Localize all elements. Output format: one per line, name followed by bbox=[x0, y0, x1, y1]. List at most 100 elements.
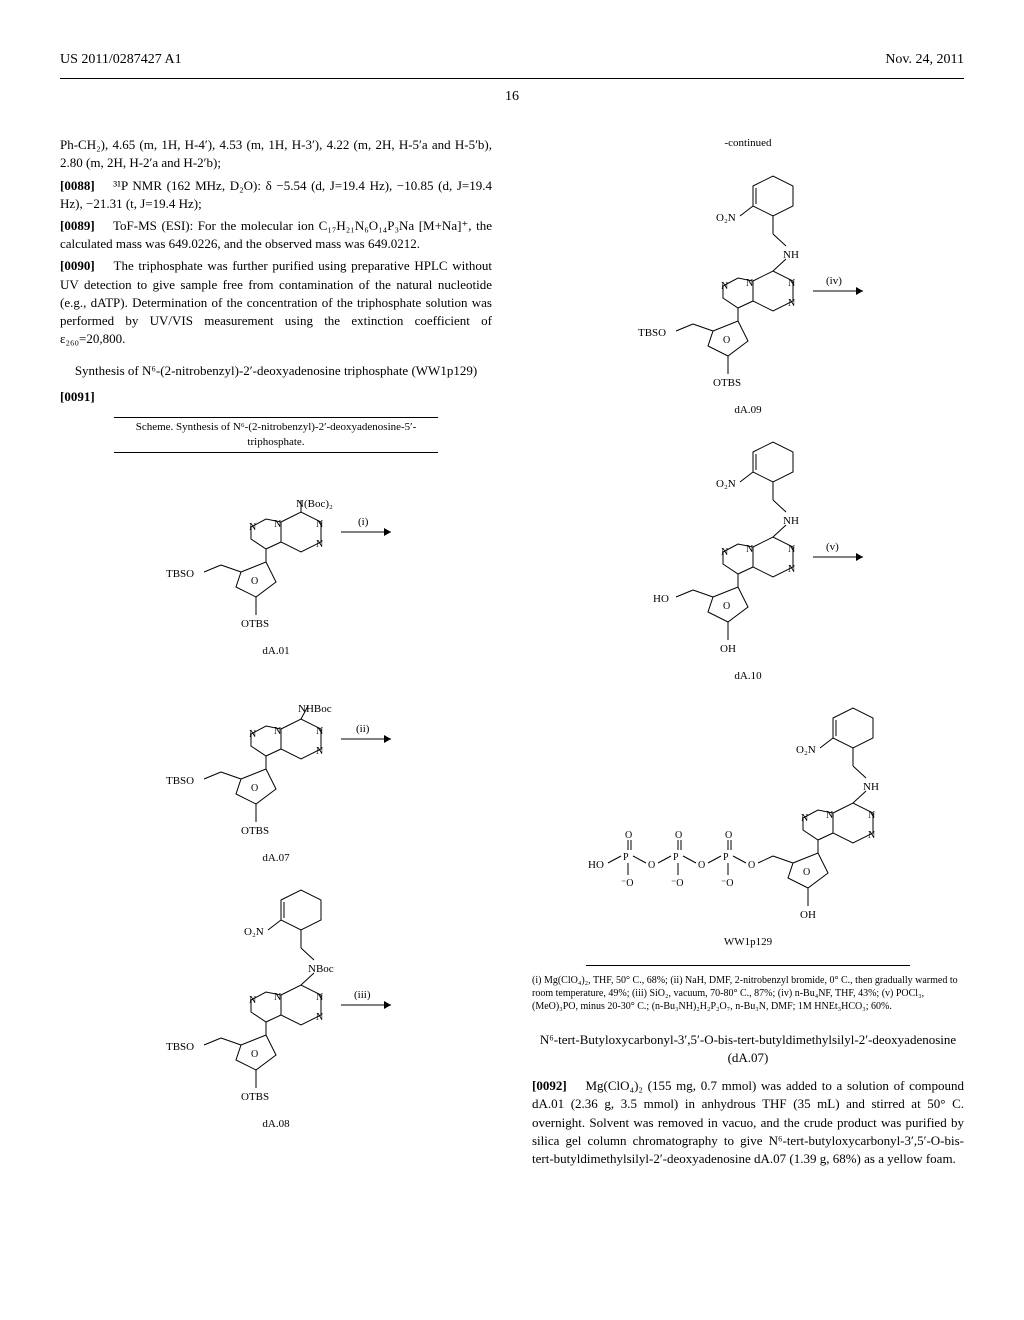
no2-label: O₂N bbox=[716, 478, 736, 490]
n-atom: N bbox=[249, 995, 256, 1006]
nboc2-label: N(Boc)₂ bbox=[296, 498, 333, 510]
otbs-label: OTBS bbox=[713, 377, 741, 389]
o-minus: ⁻O bbox=[671, 878, 684, 889]
n-atom: N bbox=[721, 281, 728, 292]
struct-label: dA.07 bbox=[60, 851, 492, 866]
nboc-label: NBoc bbox=[308, 963, 334, 975]
structure-dA09: O₂N NH N N N N (iv) O TBSO bbox=[532, 166, 964, 418]
structure-svg-WW1p129: O₂N NH N N N N O OH bbox=[558, 698, 938, 933]
otbs-label: OTBS bbox=[241, 825, 269, 837]
scheme-title: Scheme. Synthesis of N⁶-(2-nitrobenzyl)-… bbox=[60, 417, 492, 454]
para-number: [0088] bbox=[60, 178, 95, 193]
structure-svg-dA01: N(Boc)₂ N N N N (i) O TBSO OTBS bbox=[136, 467, 416, 642]
o-atom: O bbox=[625, 830, 632, 841]
n-atom: N bbox=[868, 830, 875, 841]
structure-dA01: N(Boc)₂ N N N N (i) O TBSO OTBS d bbox=[60, 467, 492, 659]
n-atom: N bbox=[274, 992, 281, 1003]
p-atom: P bbox=[673, 852, 679, 863]
o-minus: ⁻O bbox=[621, 878, 634, 889]
para-number: [0091] bbox=[60, 389, 95, 404]
nmr-continuation: Ph-CH₂), 4.65 (m, 1H, H-4′), 4.53 (m, 1H… bbox=[60, 136, 492, 172]
para-text: ³¹P NMR (162 MHz, D₂O): δ −5.54 (d, J=19… bbox=[60, 178, 492, 211]
structure-svg-dA09: O₂N NH N N N N (iv) O TBSO bbox=[598, 166, 898, 401]
para-0090: [0090] The triphosphate was further puri… bbox=[60, 257, 492, 348]
o-atom: O bbox=[748, 860, 755, 871]
struct-label: dA.08 bbox=[60, 1117, 492, 1132]
arrow-v-label: (v) bbox=[826, 541, 839, 553]
header-left: US 2011/0287427 A1 bbox=[60, 50, 182, 70]
o-atom: O bbox=[723, 601, 730, 612]
otbs-label: OTBS bbox=[241, 1091, 269, 1103]
tbso-label: TBSO bbox=[166, 1041, 194, 1053]
scheme-rule-bottom bbox=[586, 965, 910, 966]
subsection-title: N⁶-tert-Butyloxycarbonyl-3′,5′-O-bis-ter… bbox=[532, 1031, 964, 1067]
page-number: 16 bbox=[60, 87, 964, 107]
para-number: [0092] bbox=[532, 1078, 567, 1093]
left-column: Ph-CH₂), 4.65 (m, 1H, H-4′), 4.53 (m, 1H… bbox=[60, 136, 492, 1172]
para-text: Mg(ClO₄)₂ (155 mg, 0.7 mmol) was added t… bbox=[532, 1078, 964, 1166]
n-atom: N bbox=[274, 726, 281, 737]
n-atom: N bbox=[249, 522, 256, 533]
para-0092: [0092] Mg(ClO₄)₂ (155 mg, 0.7 mmol) was … bbox=[532, 1077, 964, 1168]
no2-label: O₂N bbox=[244, 926, 264, 938]
otbs-label: OTBS bbox=[241, 618, 269, 630]
header-right: Nov. 24, 2011 bbox=[885, 50, 964, 70]
n-atom: N bbox=[868, 810, 875, 821]
right-column: -continued O₂N NH N N N N (iv) bbox=[532, 136, 964, 1172]
synthesis-title: Synthesis of N⁶-(2-nitrobenzyl)-2′-deoxy… bbox=[60, 362, 492, 380]
arrow-iii-label: (iii) bbox=[354, 989, 371, 1001]
tbso-label: TBSO bbox=[166, 775, 194, 787]
structure-dA07: NHBoc N N N N (ii) O TBSO OTBS dA.07 bbox=[60, 674, 492, 866]
oh-label: OH bbox=[800, 909, 816, 921]
para-0091: [0091] bbox=[60, 388, 492, 406]
arrow-i-label: (i) bbox=[358, 516, 369, 528]
scheme-footnote: (i) Mg(ClO₄)₂, THF, 50° C., 68%; (ii) Na… bbox=[532, 974, 964, 1013]
n-atom: N bbox=[316, 519, 323, 530]
o-atom: O bbox=[251, 1049, 258, 1060]
ho-label: HO bbox=[588, 859, 604, 871]
n-atom: N bbox=[788, 564, 795, 575]
o-atom: O bbox=[675, 830, 682, 841]
n-atom: N bbox=[721, 547, 728, 558]
structure-svg-dA08: O₂N NBoc N N N N (iii) O bbox=[136, 880, 416, 1115]
struct-label: dA.09 bbox=[532, 403, 964, 418]
o-atom: O bbox=[698, 860, 705, 871]
o-atom: O bbox=[803, 867, 810, 878]
ho-label: HO bbox=[653, 593, 669, 605]
n-atom: N bbox=[249, 729, 256, 740]
n-atom: N bbox=[274, 519, 281, 530]
para-0088: [0088] ³¹P NMR (162 MHz, D₂O): δ −5.54 (… bbox=[60, 177, 492, 213]
struct-label: dA.10 bbox=[532, 669, 964, 684]
structure-dA10: O₂N NH N N N N (v) O HO bbox=[532, 432, 964, 684]
structure-svg-dA07: NHBoc N N N N (ii) O TBSO OTBS bbox=[136, 674, 416, 849]
p-atom: P bbox=[723, 852, 729, 863]
header-rule bbox=[60, 78, 964, 79]
scheme-title-text: Scheme. Synthesis of N⁶-(2-nitrobenzyl)-… bbox=[114, 417, 438, 454]
oh-label: OH bbox=[720, 643, 736, 655]
o-atom: O bbox=[251, 576, 258, 587]
arrow-ii-label: (ii) bbox=[356, 723, 370, 735]
nhboc-label: NHBoc bbox=[298, 703, 332, 715]
no2-label: O₂N bbox=[716, 212, 736, 224]
structure-dA08: O₂N NBoc N N N N (iii) O bbox=[60, 880, 492, 1132]
n-atom: N bbox=[788, 298, 795, 309]
p-atom: P bbox=[623, 852, 629, 863]
n-atom: N bbox=[316, 726, 323, 737]
o-atom: O bbox=[648, 860, 655, 871]
structure-WW1p129: O₂N NH N N N N O OH bbox=[532, 698, 964, 950]
tbso-label: TBSO bbox=[638, 327, 666, 339]
structure-svg-dA10: O₂N NH N N N N (v) O HO bbox=[598, 432, 898, 667]
para-number: [0089] bbox=[60, 218, 95, 233]
n-atom: N bbox=[746, 278, 753, 289]
tbso-label: TBSO bbox=[166, 568, 194, 580]
struct-label: WW1p129 bbox=[532, 935, 964, 950]
page-header: US 2011/0287427 A1 Nov. 24, 2011 bbox=[60, 50, 964, 70]
o-minus: ⁻O bbox=[721, 878, 734, 889]
two-column-layout: Ph-CH₂), 4.65 (m, 1H, H-4′), 4.53 (m, 1H… bbox=[60, 136, 964, 1172]
o-atom: O bbox=[725, 830, 732, 841]
n-atom: N bbox=[316, 1012, 323, 1023]
arrow-iv-label: (iv) bbox=[826, 275, 842, 287]
para-text: The triphosphate was further purified us… bbox=[60, 258, 492, 346]
n-atom: N bbox=[826, 810, 833, 821]
o-atom: O bbox=[723, 335, 730, 346]
